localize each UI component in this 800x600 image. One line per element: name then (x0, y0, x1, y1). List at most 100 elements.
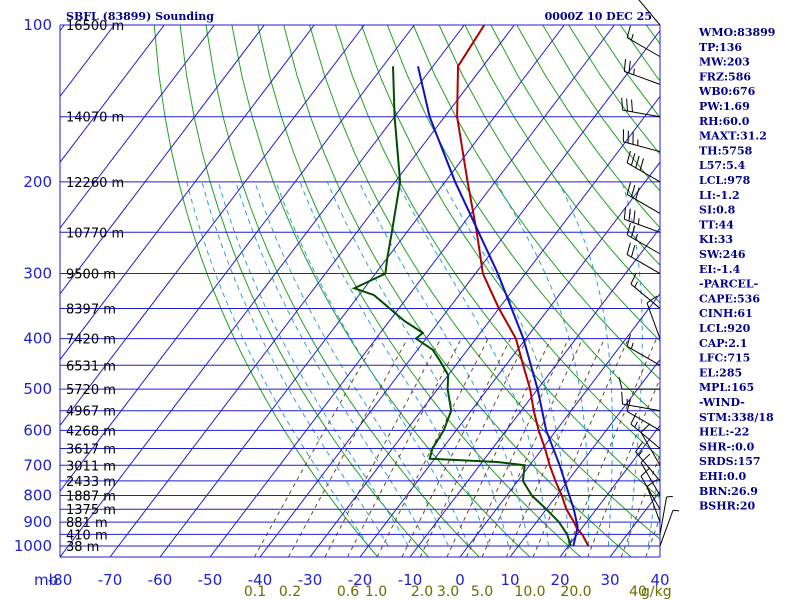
height-label: 14070 m (66, 111, 124, 126)
wind-barb (640, 453, 661, 496)
barb-flag (635, 187, 640, 200)
isotherm (409, 227, 660, 557)
temp-label--40: -40 (248, 571, 273, 589)
chart-datetime: 0000Z 10 DEC 25 (545, 10, 652, 23)
profile-series (351, 25, 590, 547)
dry-adiabat (231, 25, 531, 557)
barb-half-flag (634, 421, 638, 428)
height-label: 9500 m (66, 268, 116, 283)
barb-half-flag (635, 233, 638, 241)
barb-staff (626, 254, 661, 274)
barb-half-flag (672, 509, 680, 512)
isotherm (60, 25, 265, 295)
height-label: 8397 m (66, 302, 116, 317)
height-label: 4967 m (66, 405, 116, 420)
mixing-ratio-line (401, 338, 512, 557)
index-line: SI:0.8 (699, 204, 736, 217)
dry-adiabat (776, 25, 800, 557)
dry-adiabat (412, 25, 660, 380)
barb-staff (624, 70, 661, 85)
isotherm (209, 25, 615, 557)
pressure-label-900: 900 (23, 513, 52, 531)
isotherm (509, 358, 660, 557)
index-line: MAXT:31.2 (699, 130, 767, 143)
barb-flag (626, 222, 631, 236)
isotherm (60, 25, 165, 164)
index-line: SW:246 (699, 248, 746, 261)
barb-flag (626, 25, 631, 38)
height-label: 1375 m (66, 503, 116, 518)
barb-flag (626, 182, 631, 195)
temp-label--20: -20 (348, 571, 373, 589)
wind-barb (640, 467, 661, 510)
barb-staff (626, 345, 661, 366)
height-label: 12260 m (66, 176, 124, 191)
dry-adiabat (153, 25, 379, 557)
index-line: KI:33 (699, 233, 733, 246)
height-label: 38 m (66, 540, 99, 555)
temp-label-30: 30 (600, 571, 619, 589)
wind-barb (630, 412, 661, 449)
parcel-line (417, 66, 579, 547)
height-label: 16500 m (66, 19, 124, 34)
wind-barb (630, 272, 661, 309)
mixing-ratio-line (564, 338, 657, 557)
barb-flag (626, 150, 631, 163)
barb-staff (626, 194, 661, 214)
barb-staff (630, 283, 661, 309)
temp-label--50: -50 (198, 571, 223, 589)
pressure-label-200: 200 (23, 173, 52, 191)
height-label: 6531 m (66, 359, 116, 374)
pressure-label-500: 500 (23, 380, 52, 398)
isotherm (259, 29, 660, 557)
isotherm (309, 95, 660, 557)
barb-flag (621, 97, 624, 111)
height-label: 1887 m (66, 489, 116, 504)
barb-staff (626, 37, 661, 58)
barb-staff (624, 218, 661, 233)
wind-barb (640, 423, 661, 466)
barb-staff (626, 234, 661, 255)
dry-adiabat (257, 25, 581, 557)
barb-flag (630, 153, 636, 166)
wind-barb (622, 129, 661, 153)
barb-flag (630, 245, 636, 258)
barb-flag (626, 242, 631, 255)
dewpoint-line (351, 66, 572, 547)
barb-flag (623, 59, 627, 72)
barb-flag (618, 377, 623, 390)
temp-label--80: -80 (48, 571, 73, 589)
barb-staff (640, 462, 661, 496)
barb-flag (640, 467, 651, 477)
mixing-ratio-line (505, 338, 605, 557)
wind-barb (626, 150, 661, 183)
wind-barb (626, 182, 661, 214)
index-line: TT:44 (699, 218, 734, 231)
mixing-ratio-line (253, 338, 377, 557)
barb-flag (646, 479, 658, 487)
height-label: 410 m (66, 528, 108, 543)
index-line: TH:5758 (699, 144, 753, 157)
index-line: SRDS:157 (699, 455, 761, 468)
barb-flag (640, 423, 651, 433)
barb-flag (635, 155, 640, 168)
temp-label-20: 20 (550, 571, 569, 589)
barb-flag (630, 412, 637, 425)
index-line: WMO:83899 (698, 26, 775, 39)
isotherm (60, 25, 365, 427)
wind-barb (626, 222, 661, 255)
barb-half-flag (637, 218, 640, 225)
wind-barb (638, 0, 661, 26)
wind-barb (635, 441, 661, 482)
barb-staff (623, 141, 661, 153)
mixing-ratio-line (324, 338, 442, 557)
barb-flag (630, 272, 637, 285)
wind-barb (646, 479, 661, 523)
barb-flag (631, 99, 633, 112)
index-line: LCL:978 (699, 174, 751, 187)
index-line: -PARCEL- (699, 278, 758, 291)
barb-staff (622, 109, 661, 118)
barb-flag (628, 60, 631, 74)
height-label: 4268 m (66, 424, 116, 439)
wind-barb (626, 399, 661, 431)
